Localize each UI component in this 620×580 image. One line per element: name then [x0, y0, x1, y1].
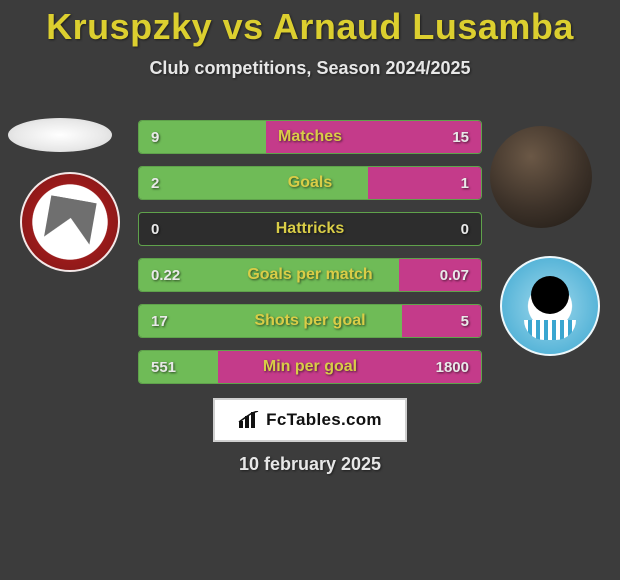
stat-label: Matches [139, 128, 481, 146]
stat-label: Min per goal [139, 358, 481, 376]
brand-badge: FcTables.com [213, 398, 407, 442]
brand-text: FcTables.com [266, 410, 382, 430]
stat-label: Goals [139, 174, 481, 192]
stat-row: 0.220.07Goals per match [138, 258, 482, 292]
stat-row: 21Goals [138, 166, 482, 200]
date-text: 10 february 2025 [0, 454, 620, 475]
stat-row: 5511800Min per goal [138, 350, 482, 384]
comparison-card: Kruspzky vs Arnaud Lusamba Club competit… [0, 0, 620, 580]
page-title: Kruspzky vs Arnaud Lusamba [0, 0, 620, 48]
bars-icon [238, 411, 260, 429]
stat-label: Shots per goal [139, 312, 481, 330]
stat-row: 175Shots per goal [138, 304, 482, 338]
stat-label: Goals per match [139, 266, 481, 284]
stats-table: 915Matches 21Goals 00Hattricks 0.220.07Goal… [138, 120, 482, 396]
player-avatar-right [490, 126, 592, 228]
stat-label: Hattricks [139, 220, 481, 238]
stat-row: 00Hattricks [138, 212, 482, 246]
club-badge-left [20, 172, 120, 272]
subtitle: Club competitions, Season 2024/2025 [0, 58, 620, 79]
stat-row: 915Matches [138, 120, 482, 154]
player-avatar-left [8, 118, 112, 152]
club-badge-right [500, 256, 600, 356]
